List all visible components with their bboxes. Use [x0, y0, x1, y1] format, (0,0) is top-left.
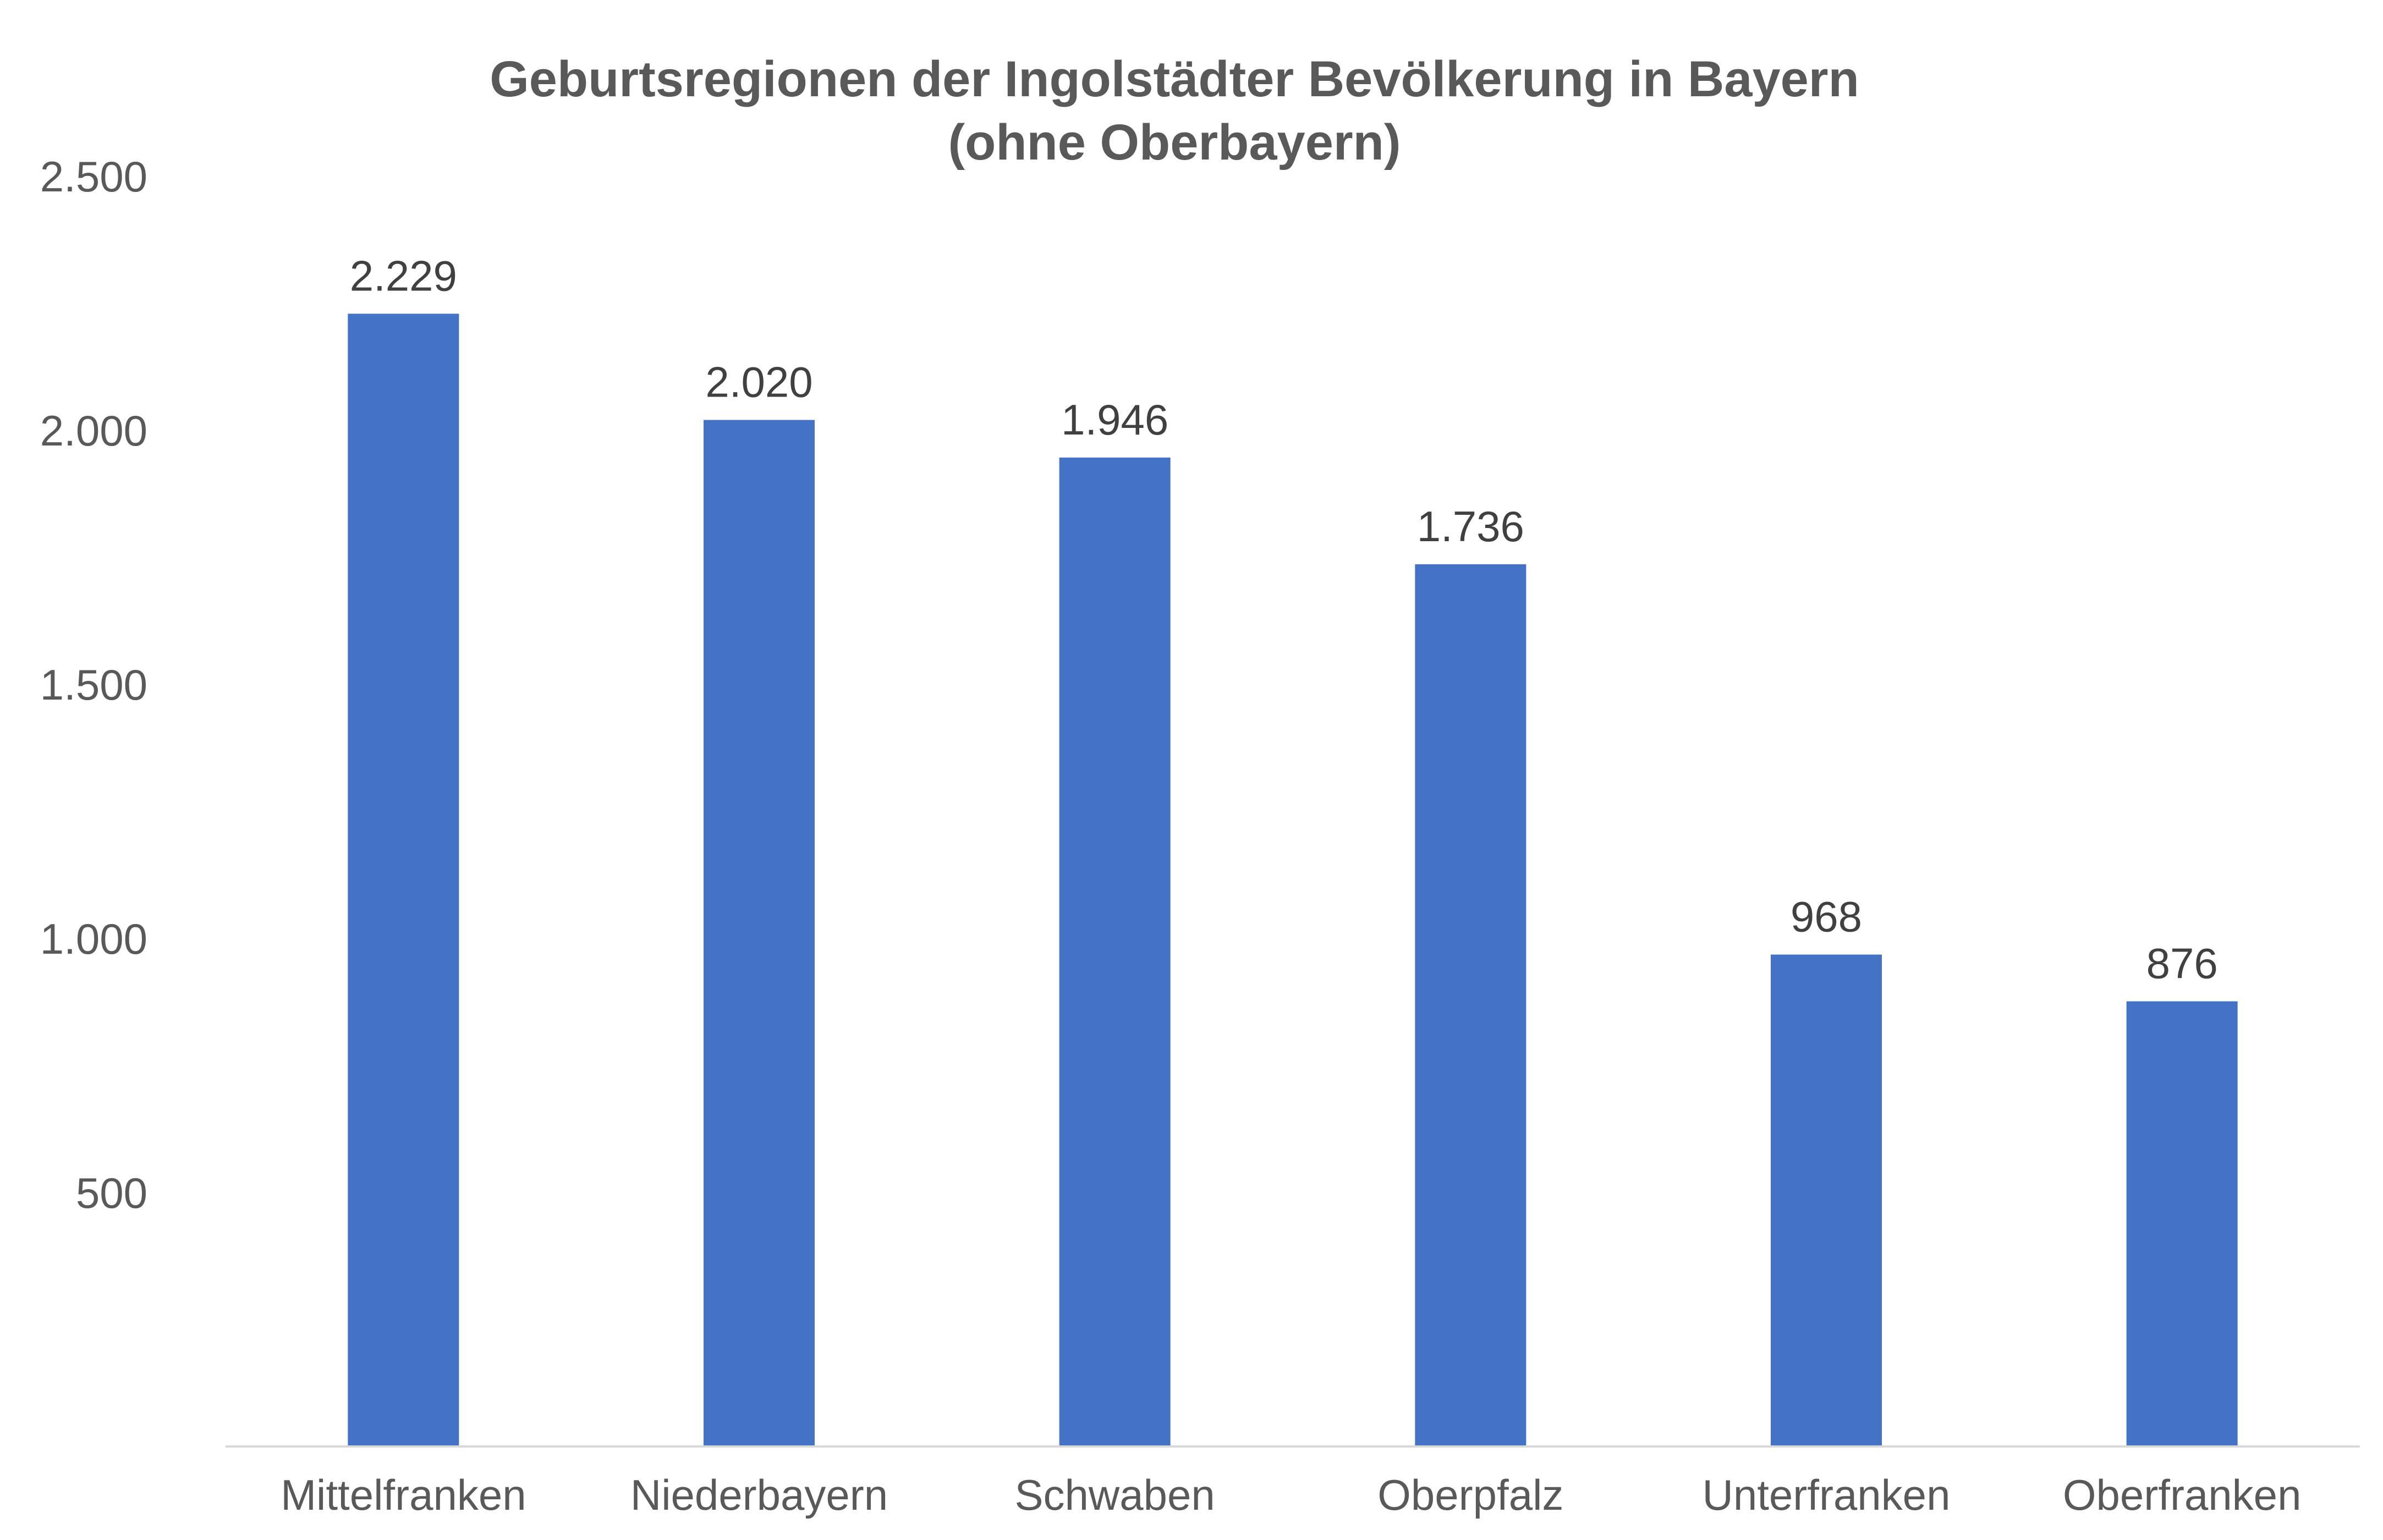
x-axis-categories: Mittelfranken Niederbayern Schwaben Oberpfa… [281, 1471, 2301, 1519]
bar [348, 314, 459, 1447]
data-label: 2.229 [350, 251, 457, 300]
bar [1415, 564, 1527, 1447]
data-labels-group: 2.229 2.020 1.946 1.736 968 876 [350, 251, 2218, 987]
category-label: Oberpfalz [1377, 1471, 1563, 1519]
data-label: 876 [2146, 939, 2218, 988]
category-label: Niederbayern [630, 1471, 888, 1519]
y-tick-label: 500 [76, 1169, 147, 1217]
bar [2126, 1001, 2238, 1447]
category-label: Schwaben [1015, 1471, 1215, 1519]
bar [1771, 954, 1882, 1447]
category-label: Oberfranken [2063, 1471, 2302, 1519]
y-tick-label: 1.000 [40, 915, 147, 963]
chart-title: Geburtsregionen der Ingolstädter Bevölke… [490, 51, 1859, 107]
chart-subtitle: (ohne Oberbayern) [948, 114, 1401, 170]
y-tick-label: 1.500 [40, 661, 147, 709]
data-label: 968 [1791, 893, 1862, 941]
bar [704, 420, 815, 1447]
y-axis-ticks: 500 1.000 1.500 2.000 2.500 [40, 152, 147, 1217]
data-label: 2.020 [705, 358, 812, 406]
data-label: 1.736 [1417, 502, 1524, 551]
y-tick-label: 2.000 [40, 406, 147, 455]
bar [1059, 457, 1171, 1447]
data-label: 1.946 [1061, 395, 1168, 444]
y-tick-label: 2.500 [40, 152, 147, 201]
category-label: Mittelfranken [281, 1471, 526, 1519]
bars-group [348, 314, 2238, 1447]
category-label: Unterfranken [1703, 1471, 1951, 1519]
